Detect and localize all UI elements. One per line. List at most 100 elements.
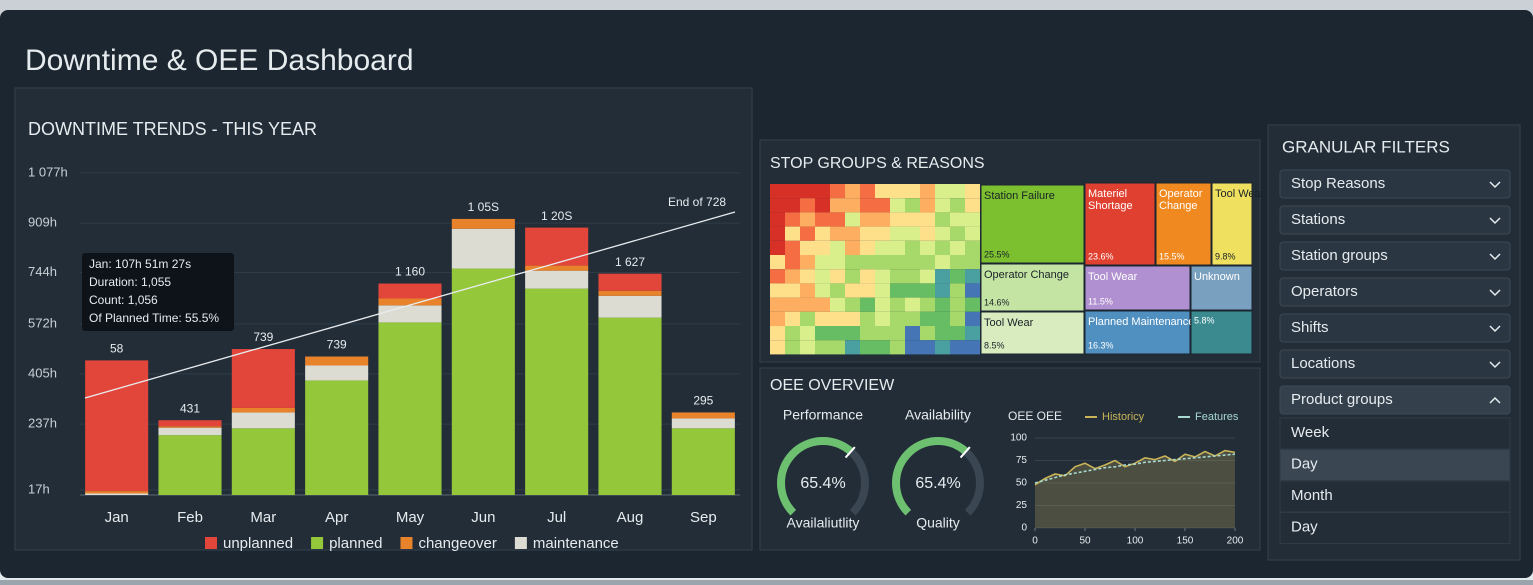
filter-dropdown[interactable] <box>1279 241 1511 271</box>
heat-cell <box>845 212 860 227</box>
heat-cell <box>905 340 920 355</box>
chevron <box>1489 396 1501 404</box>
heat-cell <box>845 184 860 199</box>
heat-cell <box>965 184 980 199</box>
bar-segment <box>378 305 442 323</box>
heat-cell <box>875 184 890 199</box>
bar-segment <box>85 360 149 492</box>
heat-cell <box>845 269 860 284</box>
heat-cell <box>965 311 980 326</box>
y-tick-label: 100 <box>1010 433 1027 444</box>
heat-cell <box>890 212 905 227</box>
heat-cell <box>935 311 950 326</box>
heat-cell <box>830 212 845 227</box>
heat-cell <box>965 240 980 255</box>
heat-cell <box>875 240 890 255</box>
x-tick-label: 50 <box>1079 536 1091 547</box>
heat-cell <box>890 311 905 326</box>
tile <box>980 311 1085 355</box>
heat-cell <box>845 240 860 255</box>
panel-title: DOWNTIME TRENDS - THIS YEAR <box>28 119 317 139</box>
heat-cell <box>935 340 950 355</box>
tooltip-line: Jan: 107h 51m 27s <box>89 257 191 271</box>
filter-dropdown[interactable] <box>1279 349 1511 379</box>
heat-cell <box>770 311 785 326</box>
tile <box>1190 310 1253 355</box>
bar-segment <box>378 283 442 299</box>
tile-label: Planned Maintenance <box>1088 316 1194 328</box>
chart-title: OEE OEE <box>1008 409 1062 423</box>
filter-label: Locations <box>1291 355 1355 372</box>
heat-cell <box>830 255 845 270</box>
heat-cell <box>950 226 965 241</box>
tile-value: 25.5% <box>984 249 1010 259</box>
heat-cell <box>950 283 965 298</box>
legend-label: maintenance <box>533 535 619 552</box>
heat-cell <box>785 326 800 341</box>
bar-segment <box>451 268 515 495</box>
heat-cell <box>830 226 845 241</box>
x-tick-label: Apr <box>325 509 348 526</box>
heat-cell <box>770 269 785 284</box>
y-tick-label: 75 <box>1016 455 1028 466</box>
heat-cell <box>950 269 965 284</box>
bar-segment <box>451 228 515 269</box>
bar-label: 739 <box>327 338 347 352</box>
gauge-value: 65.4% <box>915 475 960 492</box>
tile <box>1190 265 1253 311</box>
heat-cell <box>860 340 875 355</box>
heat-cell <box>875 283 890 298</box>
filter-option[interactable] <box>1279 449 1511 481</box>
filter-label: Stop Reasons <box>1291 175 1385 192</box>
heat-cell <box>830 240 845 255</box>
tile <box>1155 182 1212 266</box>
heat-cell <box>950 255 965 270</box>
legend-swatch <box>205 537 217 549</box>
heat-cell <box>860 283 875 298</box>
legend-label: Historicy <box>1102 411 1145 423</box>
bar-segment <box>231 428 295 495</box>
filter-option[interactable] <box>1279 512 1511 544</box>
heat-cell <box>905 269 920 284</box>
heat-cell <box>785 212 800 227</box>
content: 1 077h 909h 744h 572h 405h 237h 17h 58 Jan 431 Feb… <box>28 164 1511 552</box>
heat-cell <box>965 283 980 298</box>
filter-dropdown[interactable] <box>1279 169 1511 199</box>
gauge-arc <box>892 437 969 516</box>
heat-cell <box>815 226 830 241</box>
x-tick-label: Feb <box>177 509 203 526</box>
heat-cell <box>905 212 920 227</box>
heat-cell <box>860 311 875 326</box>
x-tick-label: Mar <box>250 509 276 526</box>
heat-cell <box>815 311 830 326</box>
tooltip-line: Of Planned Time: 55.5% <box>89 311 219 325</box>
heat-cell <box>770 255 785 270</box>
heat-cell <box>860 326 875 341</box>
tile-value: 11.5% <box>1088 296 1113 306</box>
heat-cell <box>860 198 875 213</box>
heat-cell <box>905 283 920 298</box>
heat-cell <box>770 297 785 312</box>
heat-cell <box>890 340 905 355</box>
tile-value: 14.6% <box>984 297 1010 307</box>
x-tick-label: Jun <box>471 509 495 526</box>
filter-dropdown[interactable] <box>1279 385 1511 415</box>
heat-cell <box>875 311 890 326</box>
page-title: Downtime & OEE Dashboard <box>25 44 414 77</box>
heat-cell <box>905 297 920 312</box>
chevron <box>1489 289 1501 297</box>
bar-segment <box>598 290 662 296</box>
filter-dropdown[interactable] <box>1279 205 1511 235</box>
filter-option[interactable] <box>1279 417 1511 450</box>
chevron <box>1489 361 1501 369</box>
option-label: Day <box>1291 518 1318 535</box>
bar-segment <box>671 412 735 419</box>
filter-dropdown[interactable] <box>1279 277 1511 307</box>
heat-cell <box>920 269 935 284</box>
heat-cell <box>890 198 905 213</box>
x-tick-label: Aug <box>617 509 644 526</box>
y-tick-label: 572h <box>28 315 57 330</box>
heat-cell <box>965 326 980 341</box>
filter-dropdown[interactable] <box>1279 313 1511 343</box>
heat-cell <box>770 326 785 341</box>
